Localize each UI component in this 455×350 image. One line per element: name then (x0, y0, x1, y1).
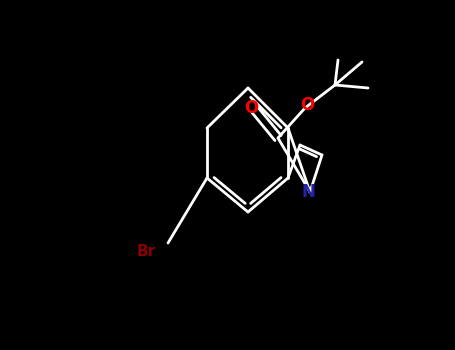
Text: O: O (244, 99, 258, 117)
Text: O: O (300, 96, 314, 114)
Text: Br: Br (136, 244, 156, 259)
Text: N: N (301, 183, 315, 201)
